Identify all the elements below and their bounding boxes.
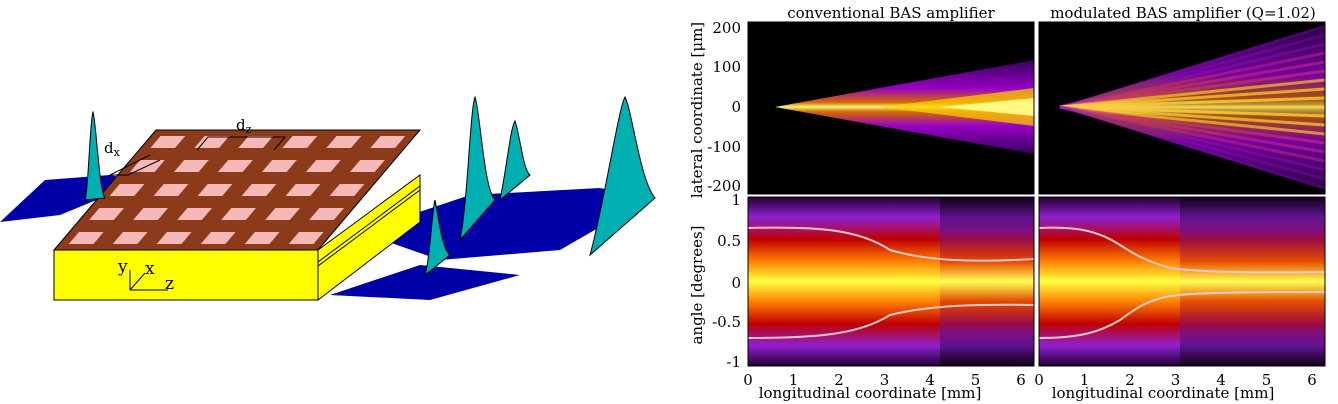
x-tick-right: 2	[1125, 371, 1135, 389]
y-tick-bottom: -0.5	[712, 313, 741, 331]
fringe-line	[1059, 105, 1325, 154]
panel-modulated-nearfield	[1039, 22, 1325, 194]
xlabel-right: longitudinal coordinate [mm]	[1052, 384, 1275, 402]
x-tick-right: 0	[1034, 371, 1044, 389]
fringe-line	[1059, 105, 1325, 172]
pad-cell	[156, 232, 192, 244]
title-modulated: modulated BAS amplifier (Q=1.02)	[1050, 4, 1316, 22]
pad-cell	[153, 184, 189, 196]
pad-cell	[349, 160, 385, 172]
dz-bracket	[196, 136, 287, 151]
y-tick-top: -100	[707, 138, 741, 156]
x-tick-left: 6	[1016, 371, 1026, 389]
y-tick-bottom: 1	[731, 191, 741, 209]
heatmap-panels: conventional BAS amplifier modulated BAS…	[688, 4, 1326, 402]
fringe-line	[1059, 105, 1325, 190]
dz-label: dz	[236, 116, 252, 136]
pad-cell	[197, 184, 233, 196]
substrate-side-right	[317, 174, 421, 302]
x-tick-left: 2	[834, 371, 844, 389]
x-tick-left: 5	[971, 371, 981, 389]
axis-y-label: y	[117, 257, 128, 277]
dx-label: dx	[104, 139, 121, 159]
title-conventional: conventional BAS amplifier	[787, 4, 995, 22]
fringe-line	[1059, 105, 1325, 163]
panel-conventional-farfield	[748, 197, 1034, 366]
beam-profile-out2	[459, 95, 496, 242]
pad-cell	[309, 208, 345, 220]
fringe-line	[1059, 33, 1325, 109]
dx-bracket	[109, 154, 161, 176]
pad-cell	[370, 136, 406, 148]
y-tick-bottom: 0	[731, 274, 741, 292]
y-tick-top: 0	[731, 98, 741, 116]
pad-cell	[173, 160, 209, 172]
field-sheet-right2	[330, 265, 520, 300]
pad-cell	[244, 232, 280, 244]
y-ticks-bottom: 1 0.5 0 -0.5 -1	[712, 191, 741, 371]
pad-cell	[89, 208, 125, 220]
pad-cell	[282, 136, 318, 148]
substrate-side-front	[53, 249, 319, 301]
beam-profile-out3	[499, 119, 531, 202]
pad-cell	[112, 232, 148, 244]
axis-x-label: x	[145, 259, 155, 279]
pad-cell	[265, 208, 301, 220]
pad-cell	[326, 136, 362, 148]
fringe-line	[1059, 24, 1325, 109]
x-tick-left: 3	[880, 371, 890, 389]
fringe-line	[1059, 105, 1325, 181]
ylabel-angle: angle [degrees]	[688, 225, 706, 344]
x-tick-right: 1	[1080, 371, 1090, 389]
x-tick-right: 3	[1171, 371, 1181, 389]
pad-cell	[221, 208, 257, 220]
coord-axes	[129, 270, 168, 291]
x-tick-left: 0	[743, 371, 753, 389]
pad-cell	[241, 184, 277, 196]
panel-modulated-farfield	[1039, 197, 1325, 366]
pad-cell	[177, 208, 213, 220]
pad-cell	[200, 232, 236, 244]
pad-cell	[150, 136, 186, 148]
x-tick-left: 4	[925, 371, 935, 389]
x-ticks-right: 0 1 2 3 4 5 6	[1034, 371, 1317, 389]
x-tick-left: 1	[789, 371, 799, 389]
beam-profile-input	[84, 110, 106, 201]
x-ticks-left: 0 1 2 3 4 5 6	[743, 371, 1026, 389]
pad-cell	[238, 136, 274, 148]
y-tick-top: 200	[712, 19, 741, 37]
x-tick-right: 6	[1307, 371, 1317, 389]
pad-cell	[305, 160, 341, 172]
fringe-line	[1059, 42, 1325, 109]
xlabel-left: longitudinal coordinate [mm]	[759, 384, 982, 402]
y-tick-top: 100	[712, 58, 741, 76]
pad-cell	[133, 208, 169, 220]
pad-cell	[217, 160, 253, 172]
pad-cell	[285, 184, 321, 196]
pad-cell	[329, 184, 365, 196]
beam-profile-out4	[589, 95, 656, 257]
beam-profile-out1	[423, 199, 451, 277]
field-sheet-left	[0, 175, 140, 222]
ylabel-lateral: lateral coordinate [μm]	[688, 22, 706, 198]
panel-conventional-nearfield	[748, 22, 1034, 194]
y-ticks-top: 200 100 0 -100 -200	[707, 19, 741, 195]
y-tick-bottom: -1	[726, 353, 741, 371]
axis-z-label: z	[165, 274, 174, 294]
fringe-stripes	[1059, 24, 1325, 190]
pad-cell	[288, 232, 324, 244]
pad-cell	[68, 232, 104, 244]
y-tick-bottom: 0.5	[717, 232, 741, 250]
y-tick-top: -200	[707, 177, 741, 195]
pad-cell	[109, 184, 145, 196]
x-tick-right: 5	[1262, 371, 1272, 389]
pad-cell	[261, 160, 297, 172]
pad-cell	[194, 136, 230, 148]
schematic: y x z dz dx	[0, 95, 656, 302]
x-tick-right: 4	[1216, 371, 1226, 389]
